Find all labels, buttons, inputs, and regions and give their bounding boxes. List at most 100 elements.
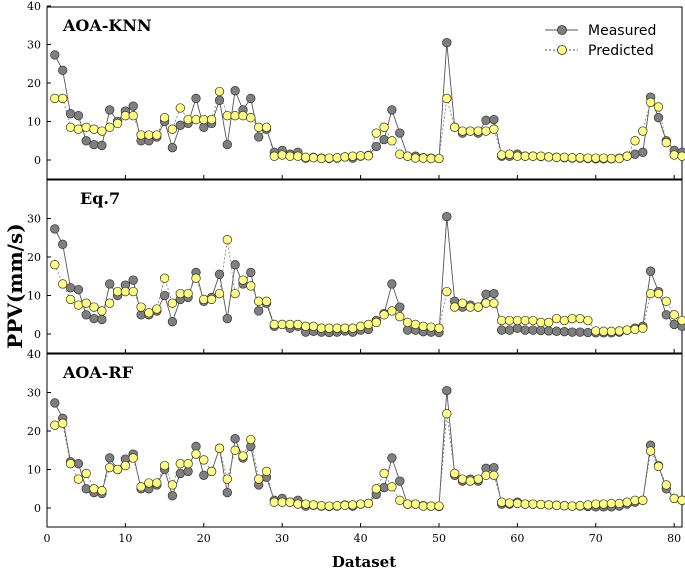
predicted-point [379,310,389,320]
predicted-point [583,315,593,326]
measured-point [544,326,554,336]
measured-point [58,65,68,75]
measured-point [575,327,585,337]
predicted-point [301,152,311,162]
predicted-point [308,500,319,510]
predicted-point [630,495,640,505]
predicted-point [81,122,91,132]
measured-point [65,109,76,119]
legend-predicted-marker [557,45,567,55]
y-tick-label: 0 [34,328,41,341]
predicted-point [199,294,209,305]
predicted-point [136,130,146,140]
predicted-point [97,306,107,316]
predicted-point [450,122,460,132]
x-tick-label: 50 [432,532,446,545]
legend: Measured Predicted [545,23,656,59]
predicted-point [575,153,585,163]
predicted-point [489,470,499,480]
predicted-point [355,321,366,331]
predicted-point [387,136,397,146]
x-tick-label: 30 [275,532,289,545]
predicted-point [112,464,123,475]
measured-point [583,327,593,338]
predicted-point [489,124,499,134]
measured-point [520,325,530,335]
predicted-point [355,499,366,509]
measured-point [97,140,107,151]
predicted-point [614,326,624,336]
predicted-point [481,298,491,308]
measured-point [105,453,115,463]
predicted-point [426,153,436,164]
predicted-point [606,498,617,509]
predicted-point [669,310,679,320]
measured-point [191,441,201,452]
predicted-point [512,315,523,326]
predicted-point [481,126,491,136]
predicted-point [81,468,91,479]
predicted-point [238,111,248,121]
predicted-point [614,498,624,509]
predicted-point [426,322,436,332]
predicted-point [191,449,201,459]
predicted-point [395,495,405,505]
measured-point [50,398,60,408]
measured-point [387,453,397,463]
predicted-point [285,151,295,161]
measured-point [653,113,664,123]
predicted-point [301,321,311,331]
measured-point [230,260,240,270]
predicted-point [50,93,60,104]
predicted-point [410,319,421,330]
predicted-point [371,317,381,328]
predicted-point [65,294,76,305]
predicted-point [316,323,327,333]
predicted-point [410,153,421,163]
predicted-point [536,317,546,328]
measured-point [191,93,201,104]
predicted-point [418,501,428,511]
y-tick-label: 40 [27,348,41,361]
measured-point [73,285,84,295]
predicted-point [277,150,287,160]
predicted-point [246,281,256,291]
x-tick-label: 0 [44,532,51,545]
measured-point [254,132,264,142]
predicted-point [230,445,240,455]
measured-point [105,279,115,289]
predicted-point [340,323,350,333]
predicted-point [504,315,515,326]
measured-point [128,275,138,285]
predicted-point [598,326,609,336]
y-tick-label: 10 [27,116,41,129]
predicted-point [65,122,76,132]
predicted-point [606,326,617,336]
predicted-point [183,459,193,469]
predicted-point [332,323,342,333]
predicted-point [457,474,468,484]
predicted-point [152,130,162,140]
predicted-point [606,153,617,164]
predicted-point [434,323,444,333]
predicted-point [598,499,609,509]
predicted-point [128,286,138,297]
predicted-point [246,434,256,445]
predicted-point [254,296,264,306]
predicted-point [65,459,76,469]
predicted-point [175,103,185,113]
predicted-point [677,151,685,161]
predicted-point [254,474,264,484]
predicted-point [128,453,138,463]
predicted-point [214,86,225,97]
predicted-point [97,486,107,496]
predicted-point [120,111,131,121]
predicted-point [567,153,577,163]
measured-point [512,323,523,333]
predicted-point [497,150,507,160]
predicted-point [222,111,232,121]
measured-point [50,224,60,234]
predicted-point [199,114,209,125]
x-tick-label: 80 [667,532,681,545]
panels: 0 10 20 30 40 AOA-KNN 0 10 20 30 Eq.7 0 10 20 30 40 0 10 2… [27,0,685,545]
